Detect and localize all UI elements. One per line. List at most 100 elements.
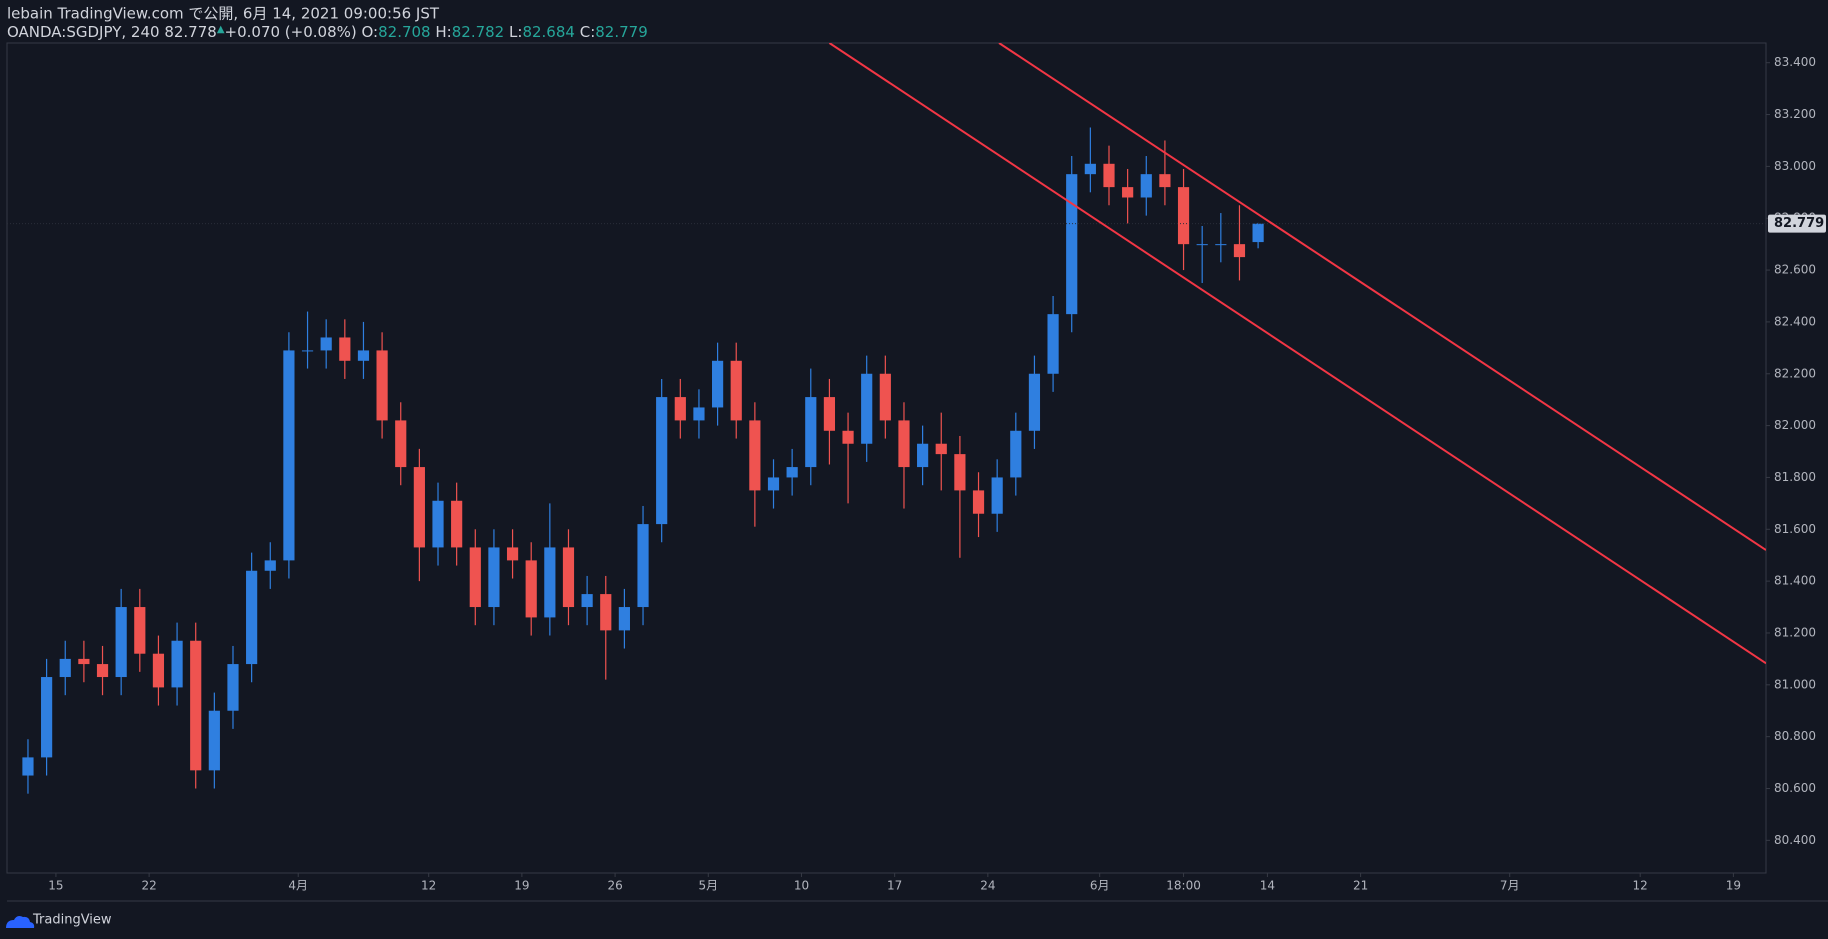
y-tick-label: 80.800 bbox=[1774, 729, 1816, 743]
candle-body bbox=[637, 524, 649, 608]
candle-body bbox=[823, 397, 836, 431]
y-tick-label: 81.000 bbox=[1774, 677, 1816, 691]
x-tick-label: 7月 bbox=[1500, 879, 1520, 893]
logo: TradingView bbox=[6, 913, 112, 928]
candle-body bbox=[1122, 187, 1134, 198]
y-tick-label: 80.400 bbox=[1774, 833, 1816, 847]
candle-body bbox=[264, 560, 276, 571]
plot-frame bbox=[6, 42, 1767, 874]
x-tick-label: 14 bbox=[1260, 879, 1275, 893]
candle-body bbox=[1215, 244, 1227, 246]
x-tick-label: 10 bbox=[794, 879, 809, 893]
x-tick-label: 19 bbox=[514, 879, 529, 893]
candle-body bbox=[96, 664, 109, 678]
candle-body bbox=[432, 500, 444, 548]
candle-body bbox=[376, 350, 388, 421]
candle-body bbox=[190, 640, 202, 771]
candle-body bbox=[842, 430, 854, 444]
candle-body bbox=[954, 454, 966, 491]
candle-body bbox=[357, 350, 370, 361]
candle-body bbox=[711, 360, 724, 408]
candle-body bbox=[395, 420, 407, 468]
x-tick-label: 21 bbox=[1353, 879, 1368, 893]
candle-body bbox=[991, 477, 1003, 514]
candle-body bbox=[879, 373, 891, 421]
candle-body bbox=[1159, 174, 1171, 188]
candle-body bbox=[469, 547, 481, 608]
x-tick-label: 4月 bbox=[288, 879, 308, 893]
x-tick-label: 19 bbox=[1726, 879, 1741, 893]
change: +0.070 (+0.08%) bbox=[225, 23, 357, 41]
candle-body bbox=[786, 467, 798, 478]
trend-line bbox=[998, 43, 1766, 551]
y-tick-label: 83.200 bbox=[1774, 107, 1816, 121]
y-tick-label: 82.600 bbox=[1774, 263, 1816, 277]
y-tick-label: 81.400 bbox=[1774, 574, 1816, 588]
candle-body bbox=[339, 337, 351, 361]
x-tick-label: 17 bbox=[887, 879, 902, 893]
last-price-label: 82.779 bbox=[1774, 216, 1824, 231]
candle-body bbox=[1233, 244, 1246, 258]
candle-body bbox=[693, 407, 705, 421]
candle-body bbox=[1028, 373, 1041, 431]
candle-body bbox=[730, 360, 742, 421]
x-tick-label: 22 bbox=[141, 879, 156, 893]
close-label: C: bbox=[580, 23, 596, 41]
candle-body bbox=[1010, 430, 1022, 478]
y-tick-label: 83.000 bbox=[1774, 159, 1816, 173]
candle-body bbox=[488, 547, 500, 608]
brand: TradingView bbox=[32, 913, 112, 928]
candle-body bbox=[301, 350, 314, 352]
candle-body bbox=[1177, 187, 1190, 245]
open-label: O: bbox=[362, 23, 379, 41]
high-value: 82.782 bbox=[452, 23, 505, 41]
candle-body bbox=[898, 420, 910, 468]
y-tick-label: 81.600 bbox=[1774, 522, 1816, 536]
candle-body bbox=[749, 420, 761, 491]
candle-body bbox=[78, 658, 90, 665]
candle-body bbox=[656, 397, 668, 525]
y-tick-label: 82.200 bbox=[1774, 366, 1816, 380]
candle-body bbox=[246, 570, 258, 665]
high-label: H: bbox=[435, 23, 451, 41]
candle-body bbox=[674, 397, 686, 421]
logo-icon bbox=[6, 916, 35, 928]
candle-body bbox=[861, 373, 873, 444]
x-tick-label: 12 bbox=[421, 879, 436, 893]
x-tick-label: 26 bbox=[607, 879, 622, 893]
candle-body bbox=[1047, 314, 1059, 374]
candle-body bbox=[1196, 244, 1208, 246]
trend-line bbox=[828, 43, 1766, 665]
y-tick-label: 81.200 bbox=[1774, 625, 1816, 639]
candle-body bbox=[413, 467, 425, 548]
up-arrow: ▲ bbox=[217, 24, 225, 35]
x-tick-label: 12 bbox=[1633, 879, 1648, 893]
low-value: 82.684 bbox=[522, 23, 575, 41]
candle-body bbox=[562, 547, 575, 608]
header-price: 82.778 bbox=[164, 23, 217, 41]
candle-body bbox=[283, 350, 295, 561]
x-tick-label: 5月 bbox=[698, 879, 718, 893]
candle-body bbox=[320, 337, 332, 351]
header-title: lebain TradingView.com で公開, 6月 14, 2021 … bbox=[7, 5, 440, 23]
close-value: 82.779 bbox=[595, 23, 648, 41]
y-tick-label: 83.400 bbox=[1774, 55, 1816, 69]
x-tick-label: 18:00 bbox=[1166, 879, 1201, 893]
y-tick-label: 82.000 bbox=[1774, 418, 1816, 432]
candle-body bbox=[917, 443, 929, 468]
y-tick-label: 82.400 bbox=[1774, 314, 1816, 328]
plot bbox=[7, 43, 1766, 794]
candle-body bbox=[935, 443, 947, 455]
last-price-box bbox=[1768, 214, 1826, 233]
candle-body bbox=[544, 547, 556, 618]
candle-body bbox=[208, 710, 220, 771]
x-tick-label: 24 bbox=[980, 879, 995, 893]
candle-body bbox=[972, 490, 985, 514]
y-tick-label: 80.600 bbox=[1774, 781, 1816, 795]
candle-body bbox=[506, 547, 519, 561]
candle-body bbox=[59, 658, 71, 678]
candle-body bbox=[152, 653, 165, 688]
